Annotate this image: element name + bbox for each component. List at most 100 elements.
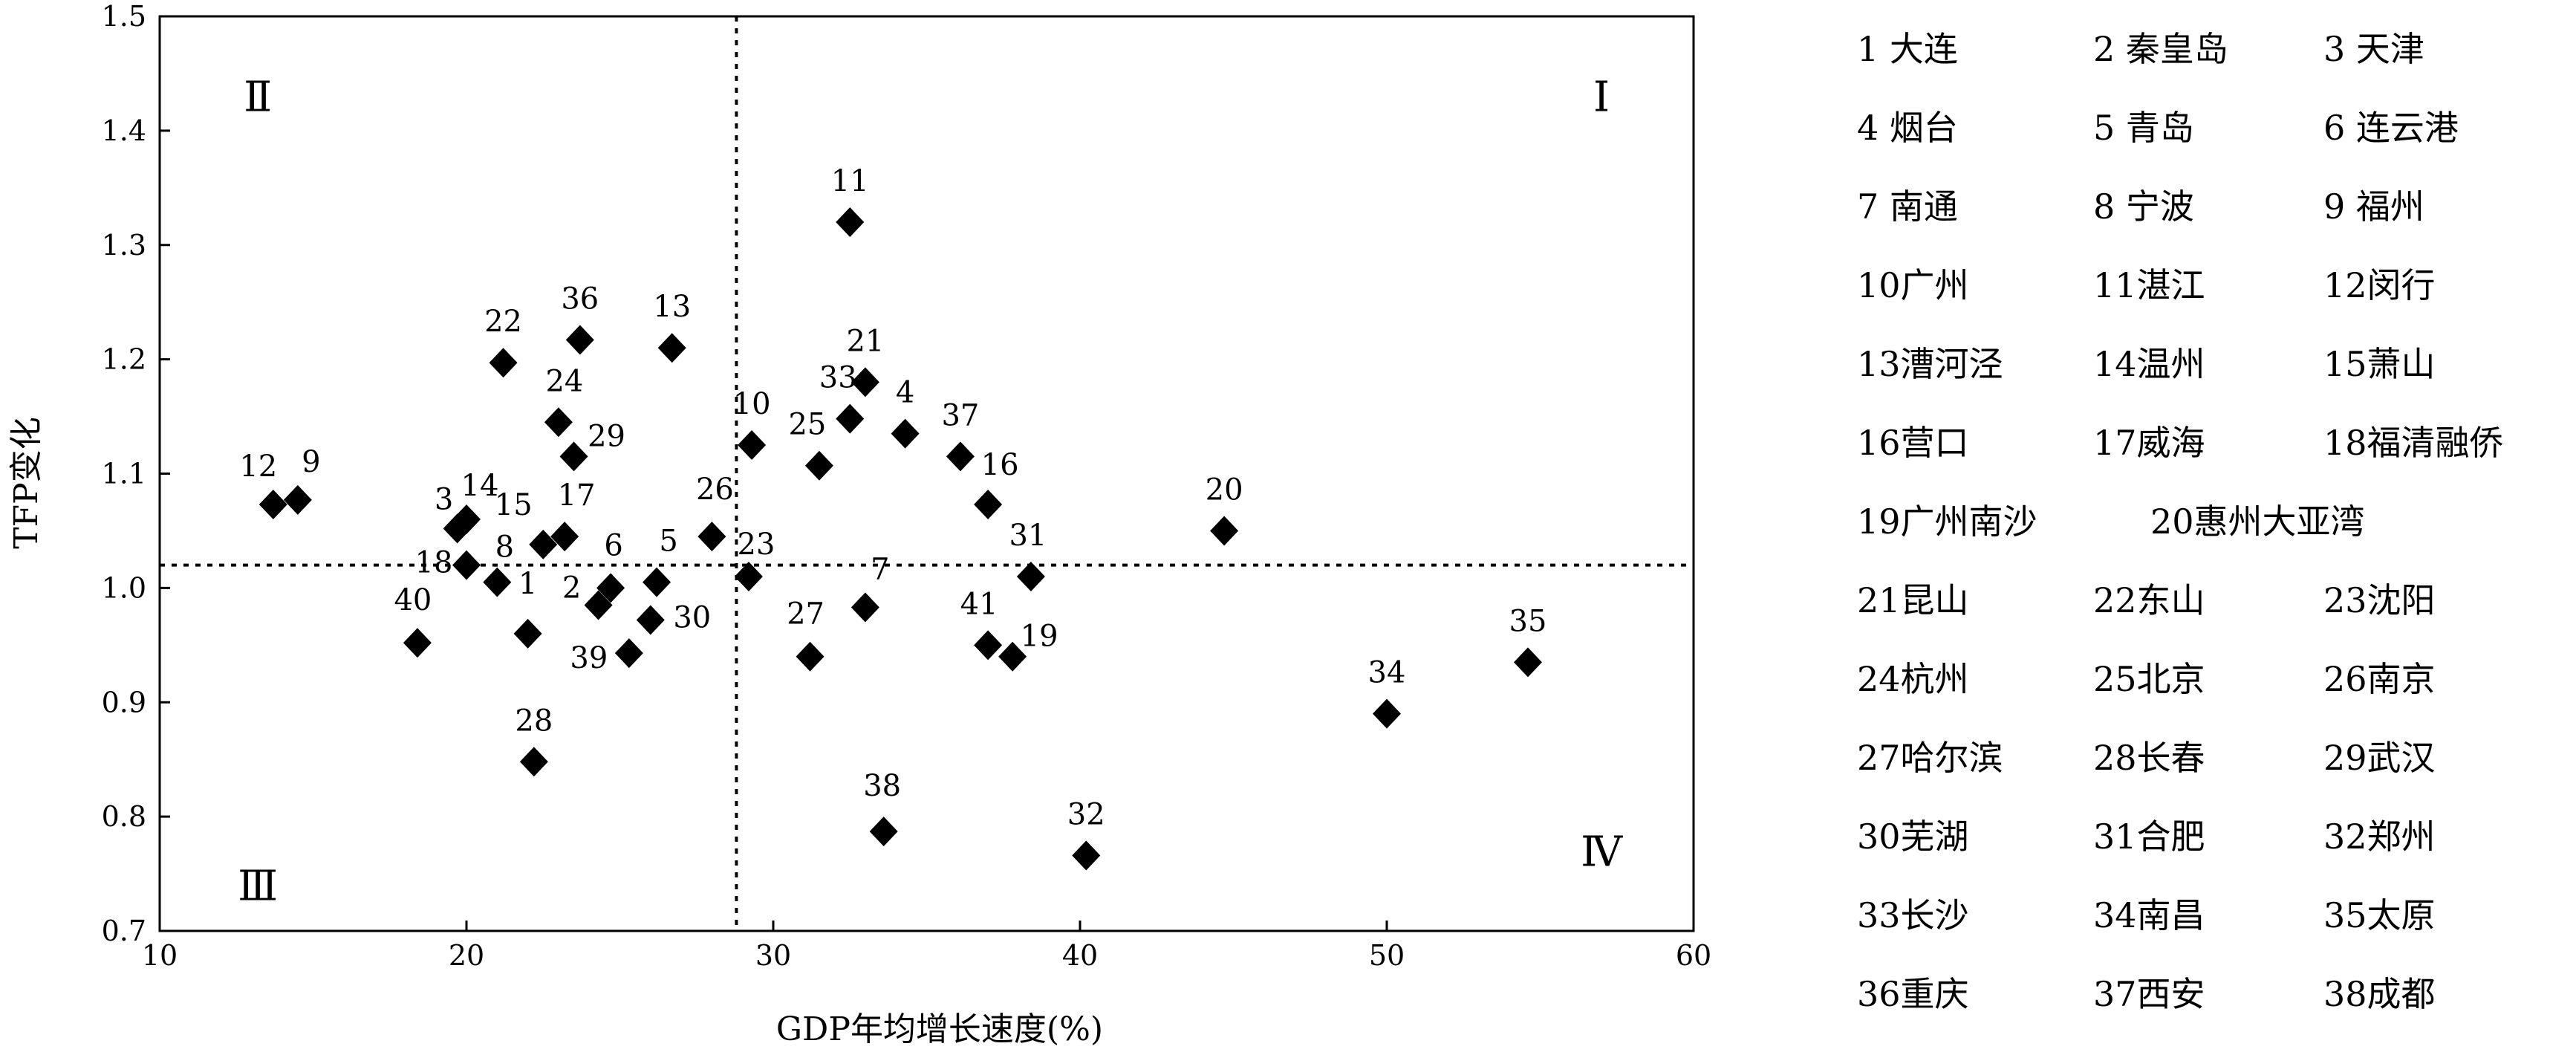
data-point-label: 2 bbox=[562, 571, 581, 605]
data-point-marker bbox=[489, 348, 518, 378]
data-point-label: 39 bbox=[570, 641, 608, 675]
data-point-marker bbox=[1513, 647, 1542, 678]
legend-entry: 14温州 bbox=[2093, 344, 2205, 384]
legend-entry: 27哈尔滨 bbox=[1857, 738, 2003, 778]
data-point-marker bbox=[869, 817, 898, 847]
data-point-marker bbox=[974, 630, 1003, 660]
legend-entry: 41石河子 bbox=[2323, 1053, 2470, 1055]
legend-entry: 7 南通 bbox=[1857, 186, 1958, 227]
data-point-label: 19 bbox=[1021, 620, 1058, 654]
data-point-label: 5 bbox=[659, 525, 677, 559]
legend-entry: 38成都 bbox=[2323, 974, 2436, 1014]
data-point-marker bbox=[738, 430, 767, 461]
data-point-marker bbox=[550, 522, 579, 552]
legend-entry: 18福清融侨 bbox=[2323, 423, 2504, 463]
y-tick-label: 1.1 bbox=[102, 458, 146, 490]
y-tick-label: 1.2 bbox=[102, 343, 146, 376]
data-point-marker bbox=[1210, 516, 1239, 546]
data-point-label: 28 bbox=[515, 704, 553, 738]
legend-entry: 13漕河泾 bbox=[1857, 344, 2003, 384]
data-point-label: 41 bbox=[960, 587, 998, 621]
legend-entry: 20惠州大亚湾 bbox=[2150, 501, 2365, 542]
data-point-label: 16 bbox=[981, 448, 1019, 482]
legend-entry: 32郑州 bbox=[2323, 817, 2436, 857]
legend-entry: 10广州 bbox=[1857, 265, 1969, 305]
data-point-marker bbox=[283, 484, 312, 515]
data-point-marker bbox=[836, 403, 865, 434]
data-point-label: 18 bbox=[415, 546, 453, 580]
legend-entry: 16营口 bbox=[1857, 423, 1969, 463]
data-point-label: 10 bbox=[733, 387, 771, 421]
data-point-label: 13 bbox=[653, 290, 691, 324]
data-point-marker bbox=[796, 641, 824, 672]
legend-entry: 17威海 bbox=[2093, 423, 2205, 463]
legend-entry: 29武汉 bbox=[2323, 738, 2436, 778]
data-point-marker bbox=[850, 367, 879, 397]
data-point-marker bbox=[1072, 840, 1101, 871]
data-point-marker bbox=[584, 590, 613, 620]
data-point-marker bbox=[734, 561, 763, 591]
data-point-label: 14 bbox=[461, 469, 499, 503]
data-point-marker bbox=[559, 441, 588, 472]
data-point-marker bbox=[403, 628, 432, 658]
data-point-label: 15 bbox=[495, 488, 533, 522]
data-point-label: 3 bbox=[435, 482, 453, 516]
legend-entry: 23沈阳 bbox=[2323, 580, 2436, 620]
data-point-label: 31 bbox=[1009, 519, 1047, 553]
legend-entry: 39昆明 bbox=[1857, 1053, 1969, 1055]
quadrant-label: Ⅱ bbox=[244, 74, 272, 122]
data-point-label: 29 bbox=[588, 419, 625, 453]
data-point-marker bbox=[636, 605, 665, 635]
legend-entry: 2 秦皇岛 bbox=[2093, 29, 2228, 69]
data-point-label: 21 bbox=[846, 324, 884, 358]
data-point-label: 32 bbox=[1067, 797, 1105, 831]
y-tick-label: 0.8 bbox=[102, 800, 146, 833]
y-axis-title: TFP变化 bbox=[7, 417, 45, 548]
legend-entry: 12闵行 bbox=[2323, 265, 2436, 305]
data-point-label: 30 bbox=[673, 600, 711, 634]
quadrant-label: Ⅲ bbox=[238, 862, 278, 910]
data-point-label: 26 bbox=[696, 473, 734, 507]
quadrant-label: Ⅰ bbox=[1593, 74, 1610, 122]
data-point-marker bbox=[1373, 698, 1401, 729]
legend-entry: 9 福州 bbox=[2323, 186, 2424, 227]
data-point-marker bbox=[258, 490, 287, 520]
legend-entry: 24杭州 bbox=[1857, 659, 1969, 699]
data-point-label: 36 bbox=[561, 282, 599, 316]
data-point-label: 34 bbox=[1368, 656, 1406, 690]
data-point-marker bbox=[513, 618, 542, 649]
legend-entry: 35太原 bbox=[2323, 895, 2436, 935]
legend-entry: 26南京 bbox=[2323, 659, 2436, 699]
data-point-marker bbox=[1016, 561, 1045, 591]
legend-entry: 8 宁波 bbox=[2093, 186, 2194, 227]
data-point-label: 8 bbox=[495, 530, 514, 565]
data-point-marker bbox=[657, 333, 686, 363]
data-point-marker bbox=[544, 407, 573, 438]
data-point-marker bbox=[596, 573, 625, 603]
data-point-marker bbox=[836, 207, 865, 237]
data-point-label: 22 bbox=[484, 305, 522, 339]
data-point-marker bbox=[529, 529, 558, 559]
legend-entry: 22东山 bbox=[2093, 580, 2205, 620]
data-point-marker bbox=[974, 490, 1003, 520]
legend-entry: 3 天津 bbox=[2323, 29, 2424, 69]
data-point-label: 24 bbox=[545, 364, 583, 398]
data-point-marker bbox=[946, 441, 975, 472]
data-point-label: 12 bbox=[239, 449, 277, 484]
plot-frame bbox=[158, 15, 1695, 932]
legend: 1 大连 2 秦皇岛 3 天津 4 烟台 5 青岛 6 连云港 7 南通 8 宁波 9 福州 10… bbox=[1857, 29, 2504, 1055]
data-point-label: 27 bbox=[787, 597, 824, 632]
plot-area: 10 20 30 40 50 60 0.7 0.8 0.9 1.0 1.1 1.2 1.3 1.4 1.5 Ⅰ… bbox=[102, 0, 1712, 972]
data-point-marker bbox=[614, 638, 643, 669]
x-tick-label: 60 bbox=[1676, 939, 1711, 972]
data-point-label: 33 bbox=[819, 361, 857, 395]
legend-entry: 31合肥 bbox=[2093, 817, 2205, 857]
y-tick-label: 1.5 bbox=[102, 0, 146, 33]
x-tick-label: 50 bbox=[1369, 939, 1405, 972]
data-point-marker bbox=[891, 418, 920, 449]
data-point-marker bbox=[804, 450, 833, 481]
x-tick-label: 20 bbox=[449, 939, 484, 972]
x-tick-label: 30 bbox=[755, 939, 791, 972]
legend-entry: 19广州南沙 bbox=[1857, 501, 2037, 542]
